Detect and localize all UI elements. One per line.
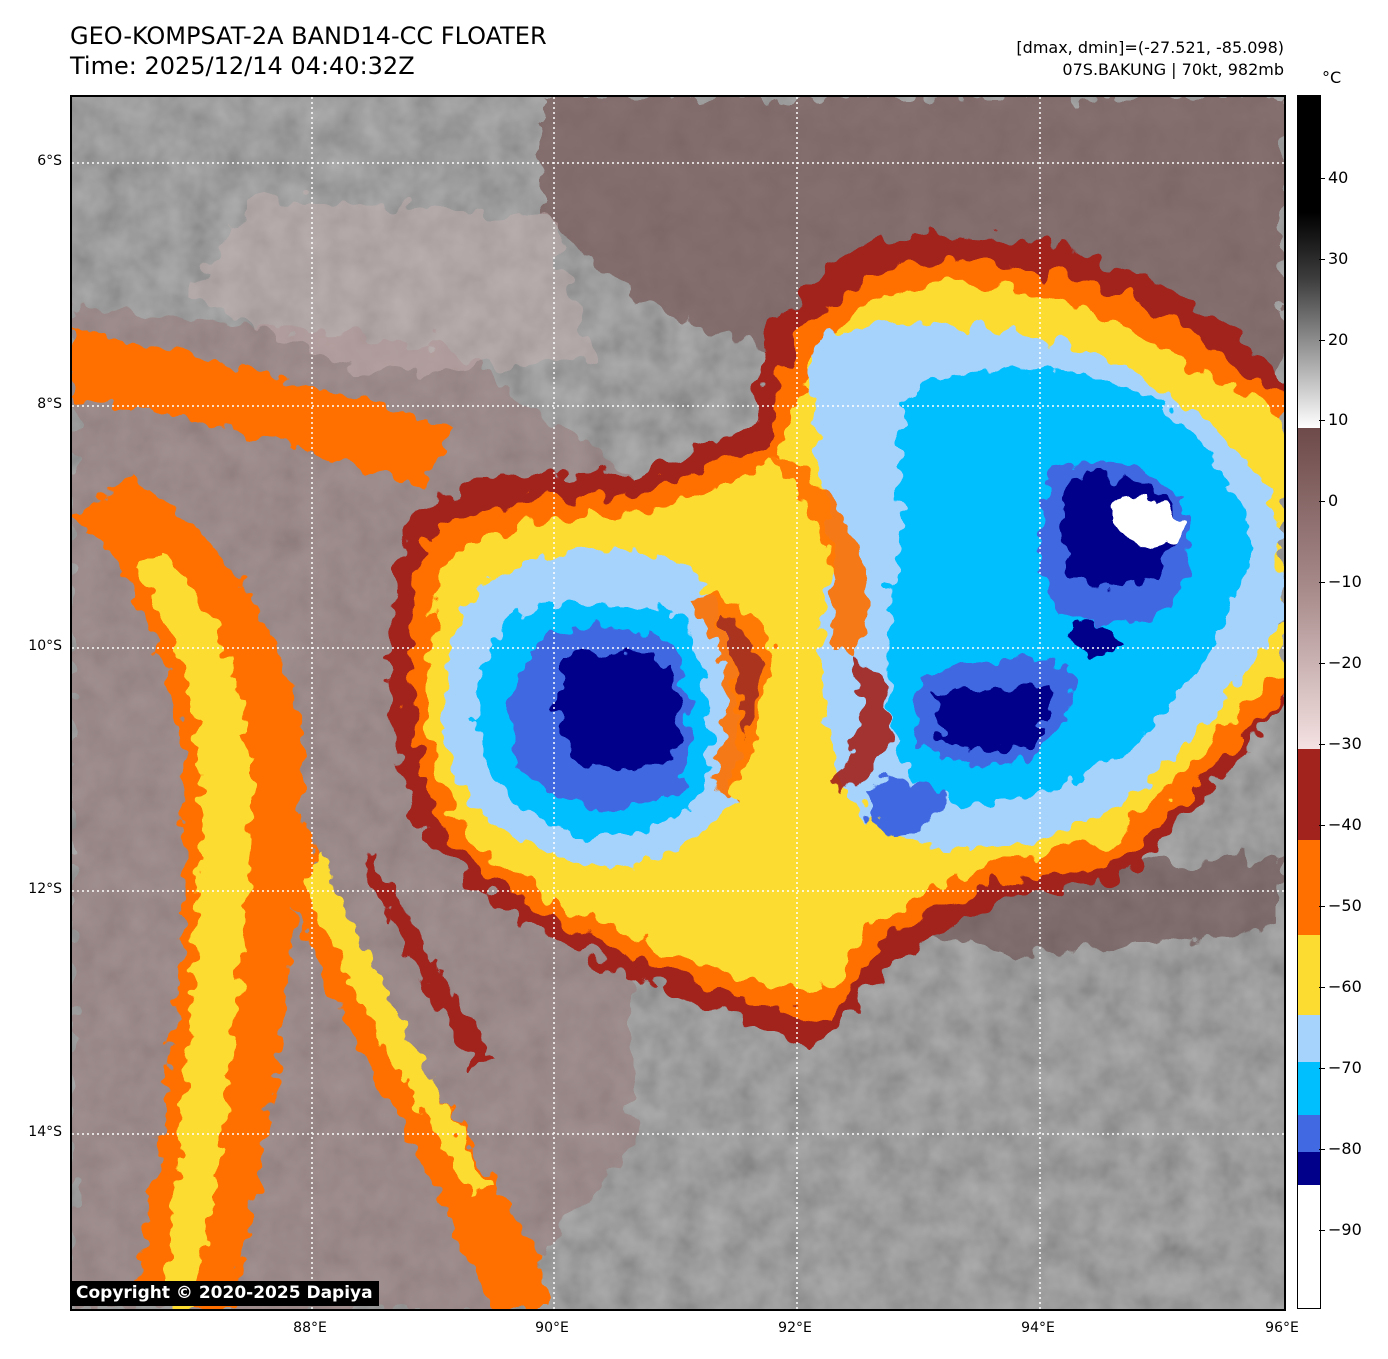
cbar-tick <box>1319 1149 1325 1150</box>
cbar-tick <box>1319 906 1325 907</box>
cbar-gold <box>1298 935 1320 1015</box>
lon-label-90e: 90°E <box>535 1320 569 1336</box>
cbar-label-minus90: −90 <box>1328 1220 1362 1239</box>
cbar-label-40: 40 <box>1328 168 1349 187</box>
cold-cloud-tops <box>443 324 1284 867</box>
cbar-tick <box>1319 420 1325 421</box>
cbar-label-10: 10 <box>1328 410 1349 429</box>
lon-label-94e: 94°E <box>1021 1320 1055 1336</box>
cbar-tick <box>1319 663 1325 664</box>
lat-label-8s: 8°S <box>37 396 62 412</box>
cbar-label-minus50: −50 <box>1328 896 1362 915</box>
lon-label-96e: 96°E <box>1265 1320 1299 1336</box>
cbar-label-minus80: −80 <box>1328 1139 1362 1158</box>
lat-label-12s: 12°S <box>28 881 62 897</box>
internal-warm-features <box>692 447 892 797</box>
cbar-label-minus10: −10 <box>1328 572 1362 591</box>
cbar-label-minus30: −30 <box>1328 734 1362 753</box>
colorbar-unit: °C <box>1322 68 1342 87</box>
cbar-tick <box>1319 1230 1325 1231</box>
cbar-gray-range <box>1298 96 1320 428</box>
gridlines <box>72 97 1284 1309</box>
satellite-image <box>70 95 1286 1311</box>
cbar-deep-sky-blue <box>1298 1062 1320 1115</box>
cbar-tick <box>1319 987 1325 988</box>
lat-label-14s: 14°S <box>28 1124 62 1140</box>
cbar-tick <box>1319 501 1325 502</box>
cbar-label-minus20: −20 <box>1328 653 1362 672</box>
western-rainbands <box>72 327 552 1309</box>
warm-cloud-pink <box>192 197 592 377</box>
cbar-tick <box>1319 178 1325 179</box>
cbar-label-20: 20 <box>1328 330 1349 349</box>
cbar-navy <box>1298 1152 1320 1185</box>
cbar-dark-red <box>1298 749 1320 840</box>
cbar-royal-blue <box>1298 1115 1320 1152</box>
temperature-range: [dmax, dmin]=(-27.521, -85.098) <box>1016 38 1284 57</box>
cbar-label-minus70: −70 <box>1328 1058 1362 1077</box>
cbar-tick <box>1319 259 1325 260</box>
cbar-brown-range <box>1298 428 1320 749</box>
cbar-tick <box>1319 582 1325 583</box>
cbar-label-30: 30 <box>1328 249 1349 268</box>
cbar-white <box>1298 1185 1320 1308</box>
storm-info: 07S.BAKUNG | 70kt, 982mb <box>1062 60 1284 79</box>
cbar-tick <box>1319 340 1325 341</box>
cbar-tick <box>1319 1068 1325 1069</box>
cbar-label-minus40: −40 <box>1328 815 1362 834</box>
lon-label-88e: 88°E <box>293 1320 327 1336</box>
lat-label-10s: 10°S <box>28 638 62 654</box>
map-title: GEO-KOMPSAT-2A BAND14-CC FLOATER <box>70 22 547 50</box>
copyright-notice: Copyright © 2020-2025 Dapiya <box>71 1281 379 1306</box>
lon-label-92e: 92°E <box>778 1320 812 1336</box>
cbar-tick <box>1319 744 1325 745</box>
cbar-tick <box>1319 825 1325 826</box>
cbar-orange <box>1298 840 1320 935</box>
observation-time: Time: 2025/12/14 04:40:32Z <box>70 52 415 80</box>
lat-label-6s: 6°S <box>37 153 62 169</box>
cbar-label-0: 0 <box>1328 491 1339 510</box>
colorbar <box>1297 95 1321 1309</box>
cbar-light-sky-blue <box>1298 1015 1320 1062</box>
cbar-label-minus60: −60 <box>1328 977 1362 996</box>
